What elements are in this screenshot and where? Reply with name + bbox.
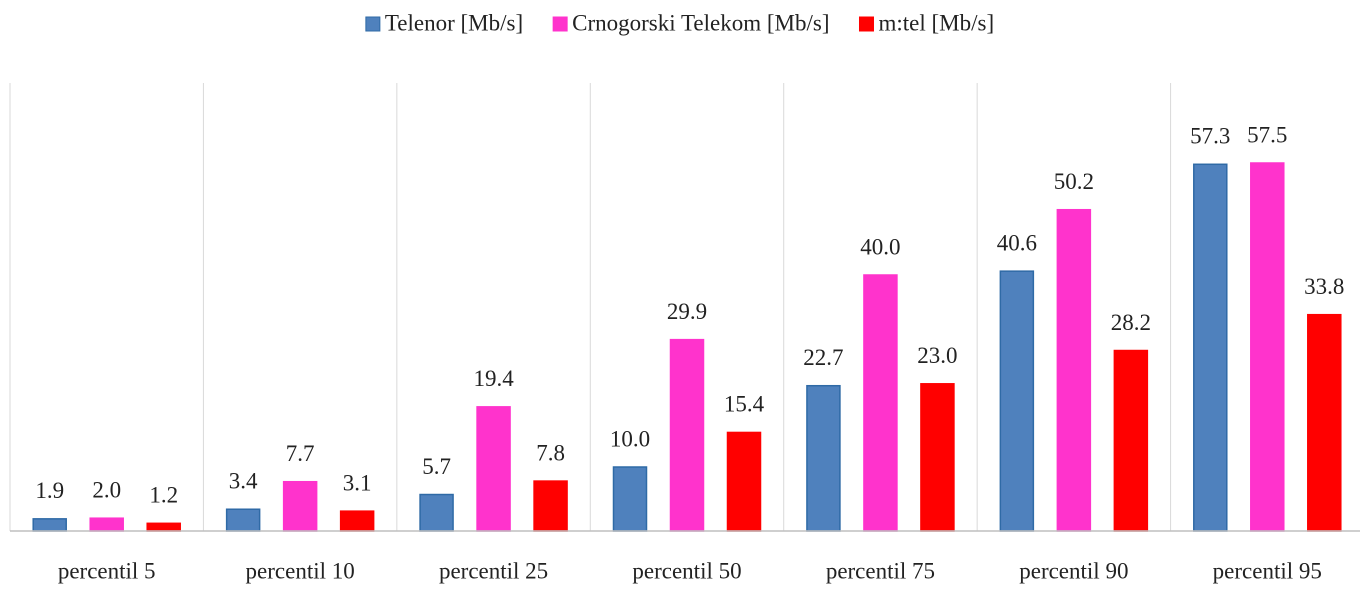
bar [806, 384, 841, 532]
legend-label: Crnogorski Telekom [Mb/s] [572, 10, 829, 35]
bar [476, 406, 511, 532]
bar [533, 480, 568, 532]
legend: Telenor [Mb/s] Crnogorski Telekom [Mb/s] m… [365, 10, 994, 35]
x-tick-label: percentil 95 [1213, 558, 1322, 583]
data-label: 2.0 [92, 477, 121, 502]
data-label: 15.4 [724, 392, 765, 417]
data-label: 22.7 [803, 345, 843, 370]
legend-swatch [365, 16, 381, 32]
x-tick-label: percentil 25 [439, 558, 548, 583]
bar [282, 480, 318, 532]
data-label: 5.7 [422, 454, 451, 479]
bar [32, 518, 67, 532]
bar [1250, 162, 1285, 532]
bar [612, 466, 648, 532]
data-label: 7.8 [536, 440, 565, 465]
data-label: 7.7 [286, 441, 315, 466]
data-label: 57.3 [1190, 124, 1230, 149]
data-label: 1.9 [35, 478, 64, 503]
data-label: 28.2 [1111, 310, 1151, 335]
bar [669, 338, 705, 532]
bar [89, 517, 124, 532]
bar [146, 522, 181, 532]
bar [920, 383, 955, 532]
legend-label: Telenor [Mb/s] [385, 10, 523, 35]
data-label: 40.0 [860, 234, 900, 259]
x-tick-label: percentil 90 [1019, 558, 1128, 583]
data-label: 23.0 [917, 343, 957, 368]
data-label: 10.0 [610, 426, 650, 451]
bar [726, 431, 762, 532]
x-tick-label: percentil 75 [826, 558, 935, 583]
legend-swatch [858, 16, 874, 32]
bar [1193, 163, 1228, 532]
data-label: 29.9 [667, 299, 707, 324]
legend-swatch [552, 16, 568, 32]
data-label: 50.2 [1054, 169, 1094, 194]
bar [1307, 313, 1342, 532]
data-label: 57.5 [1247, 122, 1287, 147]
bar [999, 270, 1035, 532]
x-tick-label: percentil 10 [246, 558, 355, 583]
data-label: 3.1 [343, 470, 372, 495]
bar [1113, 349, 1149, 532]
bar [1056, 208, 1092, 532]
x-tick-label: percentil 50 [632, 558, 741, 583]
bar [339, 510, 375, 532]
bar [225, 508, 261, 532]
x-tick-label: percentil 5 [58, 558, 156, 583]
data-label: 33.8 [1304, 274, 1344, 299]
bar [863, 274, 898, 532]
data-label: 19.4 [473, 366, 514, 391]
data-label: 3.4 [229, 469, 258, 494]
data-label: 1.2 [149, 483, 178, 508]
legend-label: m:tel [Mb/s] [878, 10, 994, 35]
data-label: 40.6 [997, 230, 1037, 255]
bar [419, 493, 454, 532]
